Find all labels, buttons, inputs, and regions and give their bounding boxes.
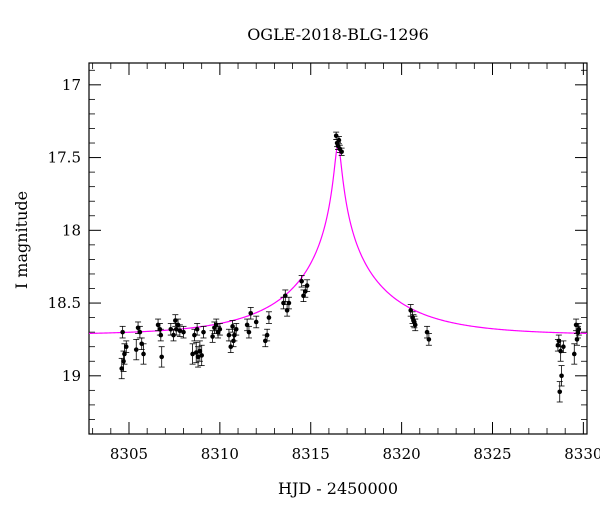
data-point-marker [559, 373, 564, 379]
data-point-marker [253, 319, 259, 325]
data-point-42 [247, 307, 254, 320]
data-point-marker [177, 328, 183, 334]
data-point-marker [121, 358, 126, 364]
y-tick-label: 17 [62, 76, 81, 94]
data-point-marker [336, 137, 342, 143]
data-point-marker [123, 344, 129, 350]
data-point-marker [197, 348, 203, 354]
data-point-74 [571, 343, 578, 365]
x-tick-label: 8320 [383, 445, 421, 463]
x-tick-label: 8325 [473, 445, 511, 463]
data-point-marker [246, 329, 252, 335]
data-point-marker [230, 324, 235, 329]
data-point-marker [158, 332, 164, 338]
data-point-28 [200, 325, 207, 339]
data-point-marker [190, 351, 195, 357]
data-point-marker [194, 326, 200, 332]
data-point-marker [412, 322, 418, 328]
data-point-65 [412, 318, 419, 332]
data-point-5 [133, 339, 140, 361]
data-point-9 [140, 343, 147, 365]
data-point-54 [304, 279, 311, 292]
model-layer [88, 142, 588, 334]
data-point-27 [198, 344, 205, 367]
data-point-marker [576, 326, 582, 332]
data-point-78 [575, 323, 582, 336]
data-point-50 [285, 296, 292, 310]
y-tick-label: 17.5 [48, 149, 81, 167]
data-point-marker [217, 326, 223, 332]
point-layer [118, 131, 582, 403]
data-point-marker [426, 337, 432, 342]
y-axis-label: I magnitude [12, 191, 31, 289]
data-point-marker [266, 315, 272, 320]
data-point-12 [157, 328, 164, 342]
chart-title: OGLE-2018-BLG-1296 [247, 25, 429, 44]
data-point-20 [180, 325, 187, 339]
data-point-marker [226, 332, 232, 338]
data-point-39 [233, 323, 240, 336]
data-point-marker [339, 149, 344, 155]
data-point-marker [557, 389, 563, 395]
data-point-73 [560, 340, 567, 353]
data-point-marker [199, 353, 204, 358]
data-point-67 [425, 333, 432, 346]
data-point-marker [210, 334, 215, 339]
data-point-33 [216, 323, 223, 336]
tick-layer: 8305 8310 8315 8320 8325 8330 17 17.5 18 18.5 19 [48, 63, 600, 463]
data-point-marker [333, 133, 339, 139]
data-point-43 [253, 315, 260, 329]
plot-frame [88, 62, 588, 435]
data-point-marker [119, 366, 125, 371]
data-point-marker [264, 332, 270, 338]
data-point-marker [195, 354, 201, 360]
data-point-1 [119, 325, 126, 339]
data-point-29 [209, 330, 216, 343]
x-axis-label: HJD - 2450000 [278, 479, 398, 498]
y-axis-label-group: I magnitude [12, 191, 31, 289]
data-point-marker [304, 283, 310, 288]
data-point-24 [194, 323, 201, 336]
data-point-45 [264, 328, 271, 342]
data-point-19 [176, 324, 183, 337]
data-point-marker [286, 300, 292, 306]
data-point-4 [123, 340, 130, 353]
data-point-51 [298, 275, 305, 288]
data-point-marker [159, 354, 165, 360]
data-point-marker [248, 310, 254, 316]
data-point-marker [233, 326, 239, 332]
data-point-marker [141, 351, 146, 357]
data-point-marker [193, 350, 199, 355]
x-tick-label: 8305 [110, 445, 148, 463]
x-tick-label: 8310 [201, 445, 239, 463]
data-point-58 [335, 136, 342, 145]
y-tick-label: 19 [62, 367, 81, 385]
data-point-marker [137, 329, 143, 335]
y-tick-label: 18 [62, 221, 81, 239]
data-point-21 [189, 343, 196, 365]
data-point-13 [158, 346, 165, 368]
data-point-60 [338, 147, 345, 156]
data-point-marker [201, 329, 206, 335]
data-point-marker [133, 347, 139, 352]
data-point-marker [120, 329, 125, 335]
x-tick-label: 8330 [564, 445, 600, 463]
x-tick-label: 8315 [292, 445, 330, 463]
model-curve [88, 142, 588, 334]
data-point-72 [558, 365, 565, 387]
data-point-marker [181, 329, 186, 335]
data-point-41 [245, 325, 252, 339]
data-point-marker [299, 278, 304, 284]
data-point-marker [561, 344, 566, 350]
y-tick-label: 18.5 [48, 294, 81, 312]
data-point-46 [265, 311, 272, 324]
data-point-marker [571, 351, 577, 357]
